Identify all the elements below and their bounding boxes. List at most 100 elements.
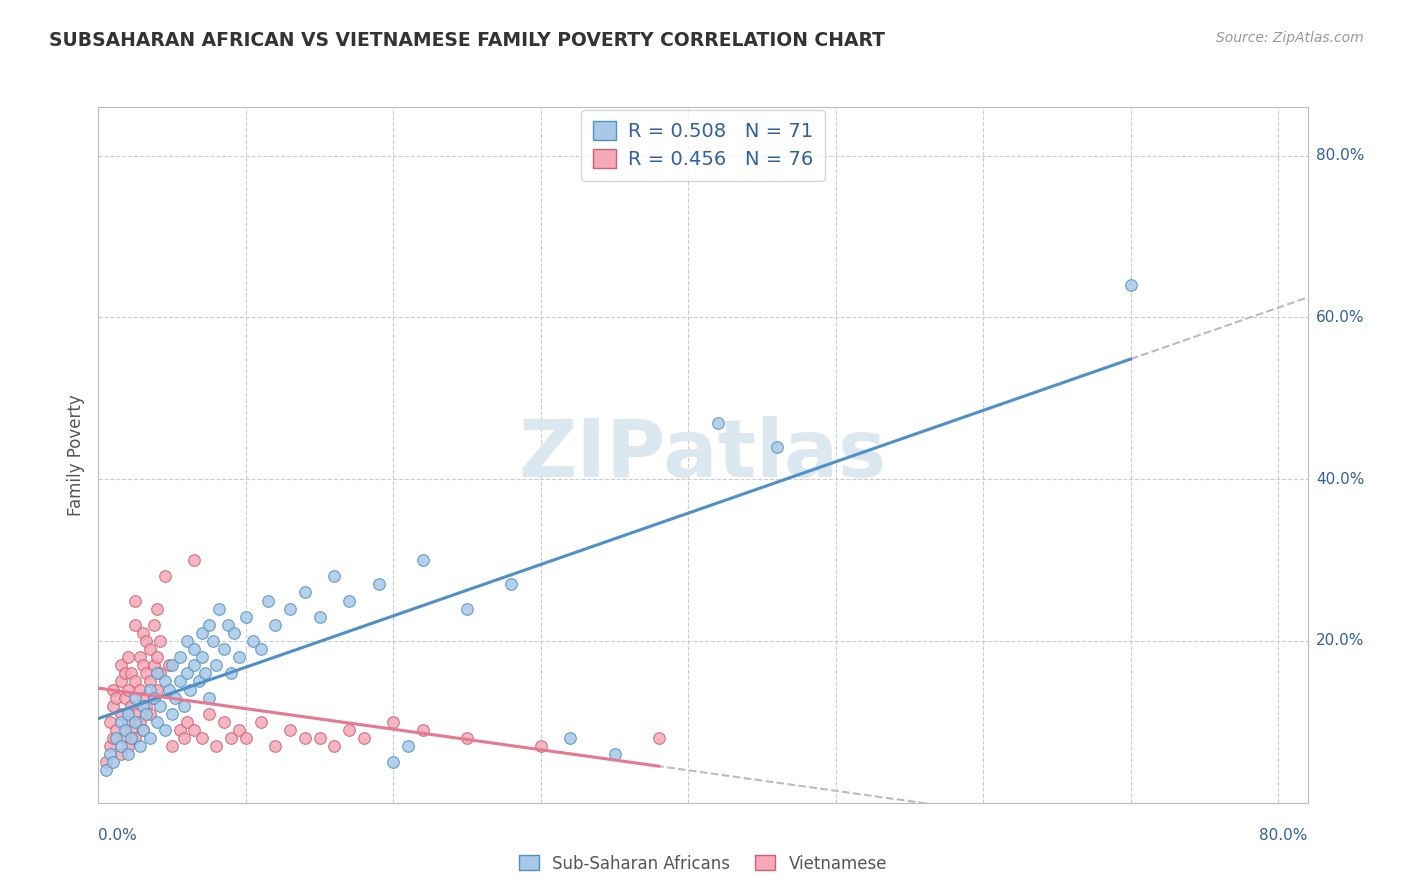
Point bbox=[114, 666, 136, 681]
Point bbox=[219, 666, 242, 681]
Point bbox=[110, 747, 132, 762]
Text: SUBSAHARAN AFRICAN VS VIETNAMESE FAMILY POVERTY CORRELATION CHART: SUBSAHARAN AFRICAN VS VIETNAMESE FAMILY … bbox=[49, 31, 886, 50]
Point bbox=[124, 714, 146, 729]
Point bbox=[198, 706, 221, 721]
Point bbox=[110, 706, 132, 721]
Point bbox=[1119, 278, 1142, 293]
Point bbox=[153, 723, 176, 737]
Point bbox=[222, 626, 245, 640]
Point bbox=[114, 731, 136, 745]
Point bbox=[98, 747, 121, 762]
Point bbox=[153, 569, 176, 583]
Point bbox=[323, 569, 346, 583]
Point bbox=[501, 577, 523, 591]
Point bbox=[249, 714, 271, 729]
Point bbox=[124, 690, 146, 705]
Point bbox=[160, 658, 183, 673]
Point bbox=[149, 698, 172, 713]
Text: 40.0%: 40.0% bbox=[1316, 472, 1364, 487]
Point bbox=[117, 714, 139, 729]
Point bbox=[264, 617, 287, 632]
Point bbox=[146, 682, 169, 697]
Point bbox=[337, 593, 360, 607]
Point bbox=[110, 714, 132, 729]
Point bbox=[648, 731, 671, 745]
Point bbox=[94, 756, 117, 770]
Point bbox=[190, 731, 212, 745]
Point bbox=[382, 756, 405, 770]
Point bbox=[169, 650, 191, 665]
Point bbox=[278, 723, 301, 737]
Point bbox=[120, 698, 142, 713]
Point bbox=[212, 642, 235, 657]
Point bbox=[176, 714, 198, 729]
Point bbox=[228, 723, 250, 737]
Point bbox=[278, 601, 301, 615]
Point bbox=[308, 731, 330, 745]
Point bbox=[176, 666, 198, 681]
Point bbox=[117, 682, 139, 697]
Text: 0.0%: 0.0% bbox=[98, 828, 138, 843]
Point bbox=[157, 658, 180, 673]
Legend: Sub-Saharan Africans, Vietnamese: Sub-Saharan Africans, Vietnamese bbox=[512, 848, 894, 880]
Point bbox=[128, 714, 150, 729]
Point bbox=[456, 731, 478, 745]
Point bbox=[153, 674, 176, 689]
Point bbox=[146, 650, 169, 665]
Point bbox=[101, 756, 124, 770]
Point bbox=[157, 682, 180, 697]
Point bbox=[603, 747, 626, 762]
Point bbox=[176, 634, 198, 648]
Point bbox=[101, 682, 124, 697]
Point bbox=[135, 698, 157, 713]
Point bbox=[139, 674, 162, 689]
Point bbox=[143, 690, 166, 705]
Point bbox=[146, 666, 169, 681]
Point bbox=[124, 706, 146, 721]
Point bbox=[190, 650, 212, 665]
Point bbox=[202, 634, 225, 648]
Point bbox=[183, 553, 205, 567]
Point bbox=[105, 731, 128, 745]
Y-axis label: Family Poverty: Family Poverty bbox=[66, 394, 84, 516]
Point bbox=[146, 601, 169, 615]
Text: Source: ZipAtlas.com: Source: ZipAtlas.com bbox=[1216, 31, 1364, 45]
Point bbox=[131, 723, 153, 737]
Point bbox=[128, 682, 150, 697]
Point bbox=[257, 593, 280, 607]
Point bbox=[183, 642, 205, 657]
Point bbox=[560, 731, 582, 745]
Point bbox=[228, 650, 250, 665]
Point bbox=[337, 723, 360, 737]
Point bbox=[143, 690, 166, 705]
Point bbox=[249, 642, 271, 657]
Text: 80.0%: 80.0% bbox=[1316, 148, 1364, 163]
Point bbox=[128, 739, 150, 754]
Point bbox=[183, 723, 205, 737]
Point bbox=[117, 739, 139, 754]
Point bbox=[165, 690, 187, 705]
Text: 60.0%: 60.0% bbox=[1316, 310, 1364, 325]
Point bbox=[124, 731, 146, 745]
Point bbox=[412, 553, 434, 567]
Point bbox=[120, 666, 142, 681]
Point bbox=[135, 706, 157, 721]
Point bbox=[765, 440, 787, 454]
Point bbox=[706, 416, 728, 430]
Point bbox=[194, 666, 217, 681]
Point bbox=[169, 674, 191, 689]
Point bbox=[235, 609, 257, 624]
Text: ZIPatlas: ZIPatlas bbox=[519, 416, 887, 494]
Point bbox=[187, 674, 209, 689]
Point bbox=[124, 674, 146, 689]
Text: 80.0%: 80.0% bbox=[1260, 828, 1308, 843]
Point bbox=[396, 739, 419, 754]
Point bbox=[101, 731, 124, 745]
Point bbox=[149, 666, 172, 681]
Point bbox=[131, 723, 153, 737]
Point bbox=[135, 666, 157, 681]
Point bbox=[105, 690, 128, 705]
Point bbox=[124, 617, 146, 632]
Point bbox=[128, 650, 150, 665]
Point bbox=[120, 731, 142, 745]
